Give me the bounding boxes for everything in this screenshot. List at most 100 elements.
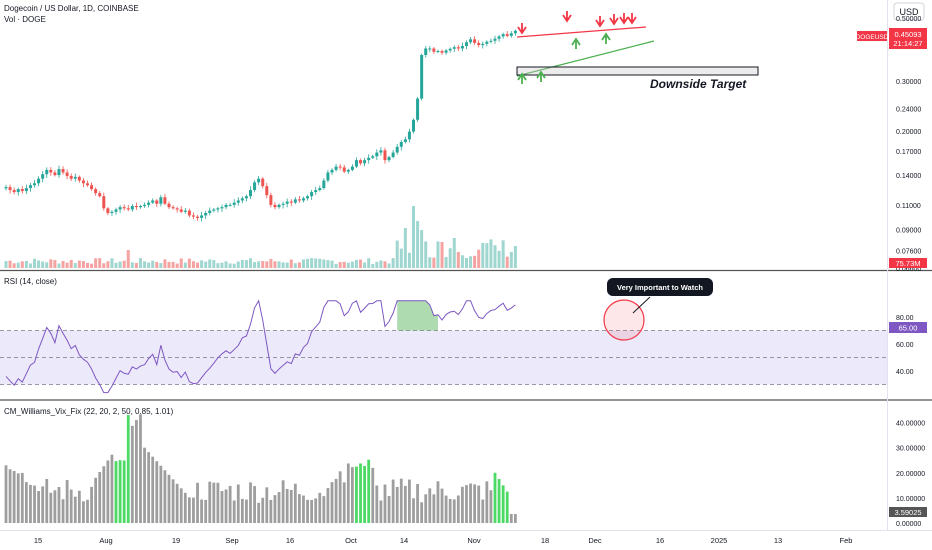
- currency-button[interactable]: USD: [893, 2, 925, 21]
- vix-bar: [485, 481, 489, 523]
- vix-bar: [82, 501, 85, 523]
- vix-bar: [257, 502, 261, 523]
- vix-bar: [98, 472, 102, 523]
- candle: [265, 182, 269, 199]
- candle: [464, 40, 468, 50]
- candle: [110, 210, 114, 216]
- vix-bar: [73, 496, 77, 523]
- volume-bar: [277, 261, 281, 268]
- candle: [179, 206, 183, 214]
- candle: [501, 32, 505, 39]
- candle-body: [98, 193, 102, 197]
- volume-bar: [138, 258, 142, 268]
- vix-value-tag: 3.59025: [889, 507, 927, 517]
- candle: [346, 168, 350, 175]
- candle-body: [469, 39, 473, 43]
- candle-body: [155, 200, 159, 204]
- downside-target-label[interactable]: Downside Target: [650, 77, 747, 91]
- vix-bar: [269, 499, 273, 523]
- candle-body: [175, 208, 179, 210]
- rsi-value: 65.00: [899, 324, 918, 333]
- candle-body: [359, 160, 363, 164]
- candle-body: [338, 166, 342, 168]
- candle-body: [277, 204, 281, 208]
- vix-bar: [289, 489, 293, 523]
- candle: [69, 173, 73, 182]
- candle-body: [501, 34, 505, 37]
- volume-bar: [440, 242, 444, 268]
- candle: [41, 171, 45, 183]
- downside-target-box[interactable]: [516, 66, 759, 76]
- candle-body: [33, 183, 37, 186]
- volume-bar: [244, 260, 248, 268]
- volume-bar: [444, 256, 448, 268]
- candle-body: [460, 45, 464, 49]
- resistance-trendline[interactable]: [516, 26, 647, 38]
- vix-bar: [139, 414, 142, 523]
- rsi-callout-circle: [603, 299, 645, 341]
- vix-bar: [399, 478, 403, 523]
- volume-bar: [155, 262, 159, 268]
- candle-body: [371, 156, 375, 158]
- volume-bar: [460, 255, 464, 268]
- time-axis-label: 15: [34, 536, 42, 545]
- price-pane[interactable]: [0, 0, 887, 270]
- volume-bar: [41, 261, 45, 268]
- price-axis-label: 0.14000: [896, 173, 921, 180]
- candle-body: [167, 203, 171, 208]
- vix-bar: [298, 494, 301, 523]
- candle-body: [41, 174, 45, 179]
- price-axis-label: 0.17000: [896, 149, 921, 156]
- candle: [253, 180, 257, 193]
- vix-bar: [147, 452, 151, 523]
- volume-bar: [464, 257, 468, 268]
- volume-bar: [485, 243, 489, 268]
- volume-bar: [391, 258, 395, 268]
- candle: [436, 49, 440, 54]
- candle-body: [53, 172, 57, 176]
- price-axis-label: 0.09000: [896, 228, 921, 235]
- support-trendline[interactable]: [516, 40, 655, 77]
- rsi-callout[interactable]: Very Important to Watch: [603, 278, 713, 341]
- candle: [505, 31, 509, 38]
- vix-bar: [196, 482, 199, 523]
- candle-body: [375, 152, 379, 157]
- candle: [257, 176, 261, 186]
- vix-bar: [456, 495, 460, 523]
- volume-bar: [204, 261, 208, 268]
- volume-bar: [163, 259, 167, 268]
- volume-bar: [273, 261, 277, 268]
- volume-bar: [501, 240, 505, 268]
- candle-body: [134, 206, 138, 208]
- candle-body: [485, 41, 489, 44]
- candle-body: [322, 180, 326, 189]
- candle: [126, 205, 130, 212]
- candle-body: [416, 98, 420, 120]
- vix-bar: [509, 513, 513, 523]
- candle-body: [224, 204, 228, 208]
- volume-bar: [420, 230, 424, 268]
- support-touch-arrow: [571, 37, 581, 49]
- candle-body: [399, 141, 403, 147]
- candle-body: [200, 215, 204, 218]
- vix-bar: [408, 479, 411, 523]
- vix-bar: [452, 499, 456, 523]
- vix-bar: [159, 465, 163, 523]
- vix-bar: [232, 500, 236, 523]
- volume-bar: [424, 241, 428, 268]
- time-axis-label: 13: [774, 536, 782, 545]
- candle: [440, 49, 444, 55]
- price-axis-label: 0.06600: [896, 266, 921, 273]
- candle: [240, 196, 244, 204]
- vix-bar: [493, 472, 497, 523]
- vix-bar: [20, 472, 24, 523]
- candle: [224, 202, 228, 210]
- candle: [24, 184, 28, 195]
- price-axis-label: 0.11000: [896, 203, 921, 210]
- candle: [86, 180, 89, 187]
- volume-value: 75.73M: [895, 259, 920, 268]
- drawing-tools[interactable]: [516, 11, 759, 84]
- vix-bar: [513, 513, 517, 523]
- vix-bar: [212, 482, 216, 523]
